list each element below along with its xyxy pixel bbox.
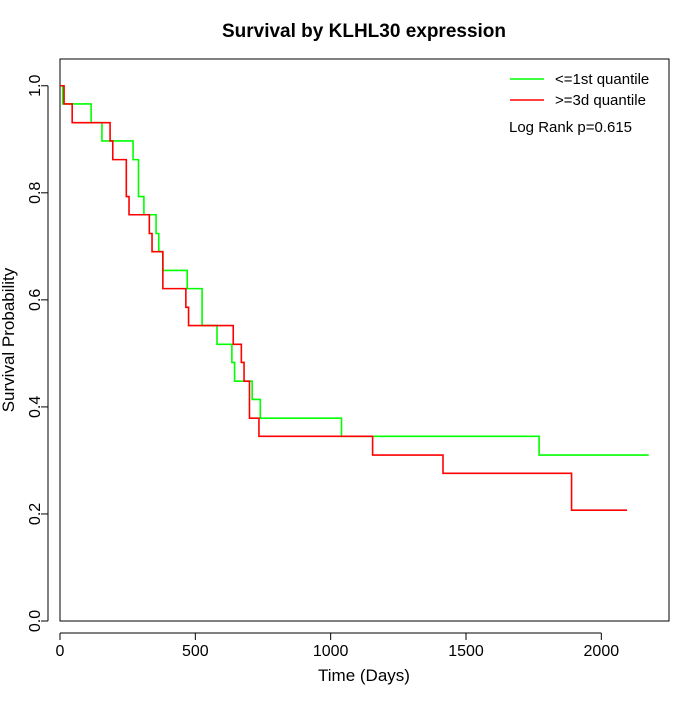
y-tick-label: 0.2 <box>27 503 44 525</box>
chart-title: Survival by KLHL30 expression <box>222 21 506 42</box>
x-tick-label: 2000 <box>584 643 620 660</box>
y-axis: 0.0 0.2 0.4 0.6 0.8 1.0 <box>27 75 49 632</box>
y-tick-label: 0.0 <box>27 610 44 632</box>
survival-curve-series-1 <box>60 84 649 456</box>
x-tick-label: 500 <box>182 643 209 660</box>
x-tick-label: 1500 <box>448 643 484 660</box>
survival-curve-series-2 <box>60 84 628 512</box>
x-axis: 0 500 1000 1500 2000 <box>56 632 620 660</box>
y-tick-label: 0.4 <box>27 396 44 418</box>
legend: <=1st quantile >=3d quantile <box>510 71 649 109</box>
x-tick-label: 0 <box>56 643 65 660</box>
x-tick-label: 1000 <box>313 643 349 660</box>
y-tick-label: 0.6 <box>27 289 44 311</box>
y-tick-label: 0.8 <box>27 182 44 204</box>
legend-label: >=3d quantile <box>555 92 646 109</box>
y-axis-label: Survival Probability <box>0 267 18 412</box>
y-tick-label: 1.0 <box>27 75 44 97</box>
legend-label: <=1st quantile <box>555 71 649 88</box>
x-axis-label: Time (Days) <box>318 666 410 685</box>
plot-frame <box>59 58 670 622</box>
log-rank-annotation: Log Rank p=0.615 <box>509 119 632 136</box>
series-layer <box>60 84 649 512</box>
